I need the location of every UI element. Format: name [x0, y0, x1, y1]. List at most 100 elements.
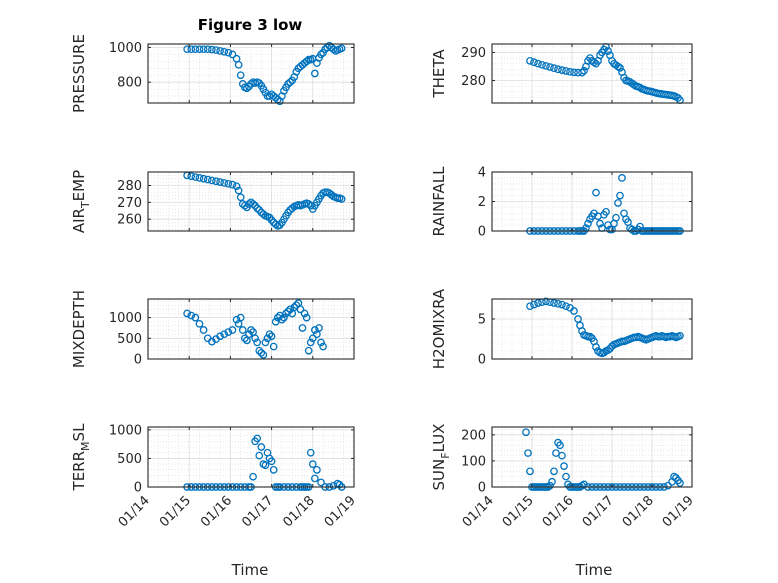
data-point	[306, 338, 315, 347]
data-point	[596, 219, 604, 228]
data-point	[554, 299, 562, 308]
data-point	[580, 66, 588, 75]
data-point	[247, 326, 255, 334]
data-point	[183, 309, 191, 318]
data-point	[216, 47, 224, 55]
data-point	[313, 466, 321, 474]
data-point	[267, 332, 276, 341]
y-tick-label: 0	[134, 481, 142, 496]
data-point	[526, 467, 534, 476]
data-point	[228, 50, 237, 59]
data-point	[566, 67, 574, 76]
data-point	[224, 179, 233, 188]
data-point	[630, 80, 638, 89]
y-axis-label-part: AIR	[70, 208, 88, 233]
data-point	[570, 68, 578, 77]
y-tick-label: 0	[478, 353, 486, 368]
data-point	[614, 199, 622, 207]
data-point	[191, 173, 200, 181]
data-point	[228, 180, 237, 189]
data-point	[224, 328, 233, 336]
data-point	[212, 46, 220, 54]
data-point	[216, 332, 224, 341]
data-point	[636, 83, 644, 92]
data-point	[586, 332, 594, 341]
y-tick-label: 280	[461, 74, 486, 89]
data-point	[664, 481, 672, 490]
data-point	[278, 315, 286, 324]
data-point	[317, 338, 325, 347]
data-point	[317, 50, 325, 59]
data-point	[284, 307, 292, 316]
data-point	[212, 177, 220, 186]
y-axis-label: SUNFLUX	[430, 424, 452, 491]
data-point	[234, 60, 243, 69]
axes-box	[147, 426, 355, 488]
y-tick-label: 0	[478, 481, 486, 496]
y-axis-label: THETA	[430, 49, 448, 99]
data-point	[522, 428, 530, 437]
y-axis-label-part: LUX	[430, 424, 448, 453]
axes-box	[491, 298, 693, 360]
data-point	[315, 324, 323, 332]
data-point	[265, 330, 274, 339]
data-point	[208, 176, 216, 185]
data-point	[317, 478, 325, 487]
data-point	[259, 351, 268, 359]
plot-area	[492, 44, 692, 103]
data-point	[602, 207, 610, 216]
y-tick-label: 500	[117, 452, 142, 467]
y-axis-label-subscript: T	[79, 201, 92, 209]
y-tick-label: 270	[117, 196, 142, 211]
data-point	[183, 45, 191, 54]
data-point	[562, 67, 570, 75]
data-point	[195, 319, 204, 328]
axes-box	[147, 171, 355, 232]
data-point	[187, 172, 196, 181]
data-point	[261, 461, 270, 470]
data-point	[257, 348, 266, 357]
data-point	[590, 58, 598, 67]
data-point	[546, 481, 554, 490]
data-point	[604, 346, 612, 355]
data-point	[224, 48, 233, 57]
data-point	[240, 334, 249, 343]
data-point	[335, 480, 344, 489]
axes-box	[147, 43, 355, 104]
data-point	[550, 64, 558, 73]
data-point	[562, 472, 570, 481]
data-point	[249, 200, 257, 208]
data-point	[674, 94, 682, 102]
data-point	[195, 45, 204, 54]
y-tick-label: 200	[461, 428, 486, 443]
data-point	[203, 175, 212, 184]
data-point	[263, 334, 272, 343]
y-tick-label: 1000	[109, 423, 142, 438]
data-point	[558, 66, 566, 74]
data-point	[556, 441, 564, 450]
y-axis-label-part: TERR	[70, 451, 88, 492]
data-point	[560, 462, 568, 470]
data-point	[308, 334, 317, 343]
data-point	[253, 338, 262, 347]
data-point	[208, 45, 216, 54]
data-point	[243, 84, 251, 93]
data-point	[612, 213, 620, 222]
data-point	[304, 346, 313, 355]
data-point	[187, 311, 196, 320]
y-tick-label: 5	[478, 313, 486, 328]
data-point	[203, 45, 212, 54]
data-point	[604, 47, 612, 55]
data-point	[255, 346, 264, 355]
y-axis-label: MIXDEPTH	[70, 290, 88, 368]
data-point	[337, 195, 346, 203]
data-point	[558, 451, 566, 460]
data-point	[269, 466, 278, 474]
y-tick-label: 0	[134, 353, 142, 368]
data-point	[232, 182, 241, 191]
data-point	[240, 201, 249, 210]
data-point	[616, 191, 624, 200]
data-point	[245, 330, 253, 339]
data-point	[255, 451, 264, 460]
